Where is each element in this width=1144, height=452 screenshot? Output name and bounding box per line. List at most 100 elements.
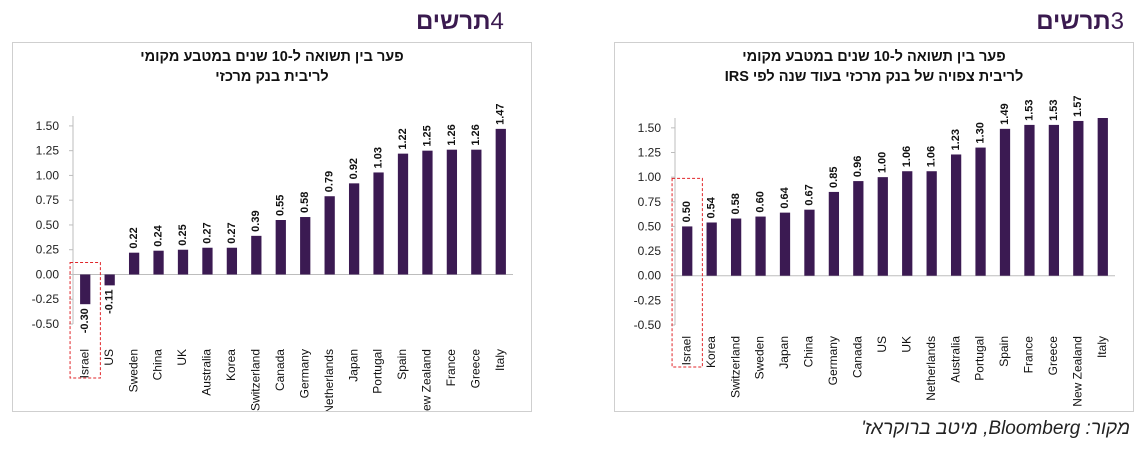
bar-japan (779, 212, 791, 276)
category-label: Greece (1046, 336, 1060, 376)
category-label: Korea (224, 349, 238, 381)
category-label: Korea (704, 336, 718, 368)
bar-us (104, 274, 115, 286)
data-label: 0.85 (828, 167, 840, 188)
y-tick-label: 1.50 (638, 121, 662, 135)
bar-uk (902, 171, 913, 276)
bar-sweden (128, 252, 140, 275)
category-label: UK (175, 349, 189, 366)
y-tick-label: 1.25 (638, 146, 662, 160)
category-label: Sweden (753, 336, 767, 379)
category-label: China (151, 349, 165, 381)
bar-korea (226, 247, 238, 275)
y-tick-label: 1.25 (36, 144, 60, 158)
figure-4-heading-number: 4 (490, 8, 504, 35)
category-label: Netherlands (322, 349, 336, 411)
category-label: Japan (346, 349, 360, 382)
data-label: 0.60 (754, 191, 766, 212)
bar-spain (999, 128, 1011, 276)
highlight-box-israel (69, 261, 101, 379)
data-label: 1.03 (372, 147, 384, 168)
figure-3-heading-word: תרשים (1036, 8, 1111, 35)
bar-japan (348, 183, 360, 275)
chart-panel-figure-4: פער בין תשואה ל-10 שנים במטבע מקומי לריב… (12, 42, 532, 412)
bar-canada (275, 220, 286, 275)
bar-chart-figure-3: -0.50 -0.25 0.00 0.25 0.50 0.75 1.00 1.25 1.50 0.… (634, 96, 1115, 407)
chart-title-line-2: לריבית בנק מרכזי (215, 69, 329, 85)
category-label: France (1022, 336, 1036, 374)
bar-us (877, 177, 888, 276)
data-label: 0.39 (250, 210, 262, 231)
bar-korea (706, 222, 717, 276)
bar-france (446, 149, 458, 275)
chart-panel-figure-3: פער בין תשואה ל-10 שנים במטבע מקומי לריב… (614, 42, 1134, 412)
y-tick-label: 0.25 (638, 244, 662, 258)
data-label: 0.92 (348, 158, 360, 179)
bar-france (1024, 124, 1035, 276)
bar-new-zealand (422, 150, 433, 275)
data-label: 1.53 (1048, 99, 1060, 120)
data-label: 0.27 (226, 222, 238, 243)
y-tick-label: -0.25 (32, 292, 60, 306)
category-label: China (802, 336, 816, 368)
category-label: Spain (997, 336, 1011, 367)
data-label: 1.00 (877, 152, 889, 173)
category-label: New Zealand (1071, 336, 1085, 407)
data-label: 1.49 (999, 103, 1011, 124)
category-label: Australia (948, 336, 962, 383)
data-label: 1.47 (495, 103, 507, 124)
category-label: France (444, 349, 458, 387)
y-tick-label: 0.75 (36, 193, 60, 207)
data-label: 0.58 (299, 192, 311, 213)
bar-netherlands (324, 196, 335, 275)
data-label: 1.06 (901, 146, 913, 167)
y-tick-label: -0.50 (634, 318, 662, 332)
category-label: Sweden (126, 349, 140, 392)
data-label: 1.26 (470, 124, 482, 145)
bar-israel (80, 274, 91, 305)
category-label: Canada (851, 336, 865, 378)
bar-netherlands (926, 171, 937, 276)
bar-greece (471, 149, 482, 275)
bar-new-zealand (1073, 120, 1084, 276)
y-tick-label: 0.00 (36, 267, 60, 281)
y-tick-label: 0.25 (36, 243, 60, 257)
data-label: 0.64 (779, 186, 791, 208)
category-label: Germany (297, 349, 311, 398)
y-tick-label: 1.00 (36, 168, 60, 182)
category-label: Canada (273, 349, 287, 391)
bar-italy (495, 128, 506, 275)
data-label: 0.22 (128, 227, 140, 248)
category-label: Portugal (973, 336, 987, 381)
figure-4-heading: תרשים 4 (416, 8, 512, 38)
y-tick-label: 0.50 (36, 218, 60, 232)
y-tick-label: 0.00 (638, 269, 662, 283)
bar-greece (1048, 124, 1060, 276)
bar-canada (853, 181, 864, 276)
bar-sweden (755, 216, 766, 276)
category-label: Israel (77, 349, 91, 378)
category-label: Switzerland (728, 336, 742, 398)
data-label: 0.79 (324, 171, 336, 192)
y-tick-label: 1.50 (36, 119, 60, 133)
bar-germany (828, 191, 840, 276)
category-label: Greece (469, 349, 483, 389)
bar-australia (202, 247, 213, 275)
highlight-box-israel (671, 177, 703, 368)
category-label: Germany (826, 336, 840, 385)
data-label: -0.30 (79, 308, 91, 333)
bar-uk (177, 249, 189, 275)
data-label: 1.26 (446, 124, 458, 145)
y-tick-label: -0.25 (634, 293, 662, 307)
bar-italy (1097, 118, 1108, 276)
data-label: 1.57 (1072, 96, 1084, 117)
category-label: Japan (777, 336, 791, 369)
figure-3-heading: תרשים 3 (1036, 8, 1132, 38)
source-note: מקור: Bloomberg, מיטב ברוקראז' (861, 418, 1130, 439)
data-label: 1.23 (950, 129, 962, 150)
bar-china (804, 209, 815, 276)
bar-israel (682, 226, 693, 276)
data-label: 1.30 (974, 122, 986, 143)
category-label: US (875, 336, 889, 353)
data-label: 0.50 (681, 201, 693, 222)
